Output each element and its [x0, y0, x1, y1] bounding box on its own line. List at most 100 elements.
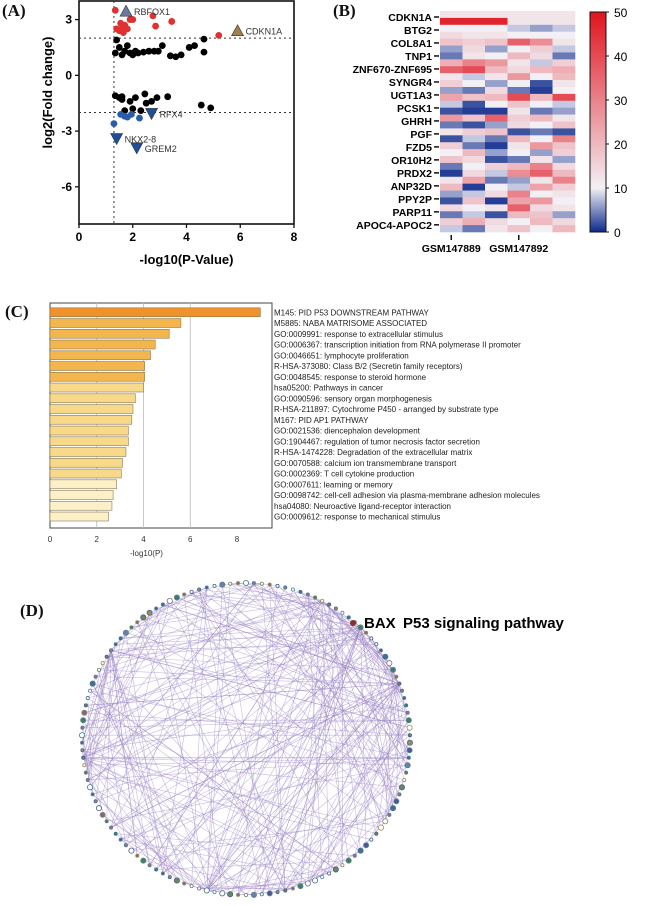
heatmap-cell: [440, 93, 463, 102]
network-edge: [206, 587, 411, 736]
network-edge: [261, 583, 286, 891]
network-node: [405, 710, 410, 715]
heatmap-cell: [485, 225, 508, 233]
network-node: [122, 629, 129, 636]
network-edge: [191, 587, 208, 887]
heatmap-cell: [507, 45, 531, 53]
row-label: GHRH: [401, 116, 432, 128]
network-edge: [125, 676, 397, 846]
heatmap-cell: [440, 135, 463, 143]
term-label: GO:0070588: calcium ion transmembrane tr…: [274, 459, 457, 468]
heatmap-cell: [440, 162, 463, 171]
heatmap-cell: [507, 190, 531, 198]
network-edge: [176, 597, 403, 692]
row-label: OR10H2: [391, 155, 432, 167]
network-node: [357, 847, 364, 854]
network-edge: [307, 742, 411, 884]
network-edge: [102, 814, 207, 891]
network-node: [357, 624, 364, 631]
network-edge: [155, 608, 208, 891]
heatmap-cell: [552, 73, 576, 81]
row-label: PPY2P: [398, 194, 432, 206]
network-node: [298, 589, 303, 594]
network-node: [182, 881, 187, 886]
network-edge: [120, 750, 410, 840]
point-up: [168, 18, 176, 25]
bar: [49, 382, 144, 393]
network-edge: [206, 697, 405, 891]
point-ns: [142, 99, 150, 107]
heatmap-cell: [530, 80, 553, 88]
heatmap-cell: [530, 142, 553, 150]
heatmap-cell: [485, 17, 508, 26]
point-ns: [113, 36, 121, 44]
heatmap-cell: [440, 211, 463, 219]
network-node: [96, 667, 101, 672]
network-edge: [335, 608, 397, 802]
network-edge: [229, 676, 397, 895]
network-node: [219, 581, 226, 588]
network-edge: [206, 584, 223, 891]
heatmap-cell: [530, 156, 553, 164]
network-node: [327, 602, 332, 607]
y-axis-label: log2(Fold change): [40, 37, 55, 149]
network-node: [387, 812, 392, 817]
y-tick-label: -6: [61, 180, 72, 194]
heatmap-cell: [485, 73, 508, 81]
heatmap-cell: [440, 218, 463, 226]
network-edge: [322, 600, 390, 664]
point-ns: [121, 47, 129, 55]
network-node: [382, 653, 389, 660]
network-node: [173, 594, 180, 601]
term-label: M145: PID P53 DOWNSTREAM PATHWAY: [274, 308, 430, 317]
heatmap-cell: [485, 107, 508, 115]
network-node: [397, 681, 402, 686]
heatmap-cell: [462, 162, 486, 171]
heatmap-cell: [462, 100, 486, 108]
heatmap-cell: [552, 52, 576, 60]
network-edge: [85, 772, 372, 840]
network-edge: [110, 627, 361, 828]
network-edge: [253, 727, 410, 896]
network-edge: [82, 600, 171, 758]
point-down: [128, 110, 135, 118]
network-node: [250, 891, 257, 898]
heatmap-cell: [530, 183, 553, 191]
term-label: GO:0090596: sensory organ morphogenesis: [274, 394, 432, 403]
heatmap-cell: [440, 197, 463, 205]
heatmap-cell: [530, 128, 553, 136]
point-ns: [118, 96, 126, 103]
network-edge: [214, 864, 343, 893]
network-edge: [183, 594, 223, 894]
x-tick-label: 8: [291, 230, 298, 244]
point-up: [119, 29, 127, 36]
bar: [49, 307, 261, 318]
network-node: [259, 581, 264, 586]
point-ns: [115, 44, 123, 51]
point-up: [111, 6, 119, 14]
network-edge: [120, 638, 386, 822]
point-ns: [154, 47, 162, 55]
network-edge: [110, 650, 408, 714]
heatmap-cell: [440, 73, 463, 81]
bar: [49, 328, 170, 339]
network-edge: [285, 712, 408, 891]
heatmap-cell: [440, 204, 463, 212]
heatmap-cell: [530, 149, 553, 157]
network-edge: [83, 650, 382, 759]
gene-marker-grem2: [130, 142, 144, 155]
heatmap-cell: [552, 11, 576, 19]
row-label: PRDX2: [397, 168, 432, 180]
heatmap-cell: [552, 190, 576, 198]
network-node: [242, 579, 249, 586]
network-node: [83, 703, 88, 708]
network-node: [147, 863, 152, 868]
network-edge: [206, 683, 400, 891]
network-node: [118, 636, 123, 641]
heatmap-cell: [485, 31, 508, 39]
panel-label-d: (D): [20, 601, 44, 620]
x-tick-label: 6: [237, 230, 244, 244]
heatmap-cell: [462, 135, 486, 143]
network-node: [228, 581, 233, 586]
network-node: [95, 805, 102, 812]
